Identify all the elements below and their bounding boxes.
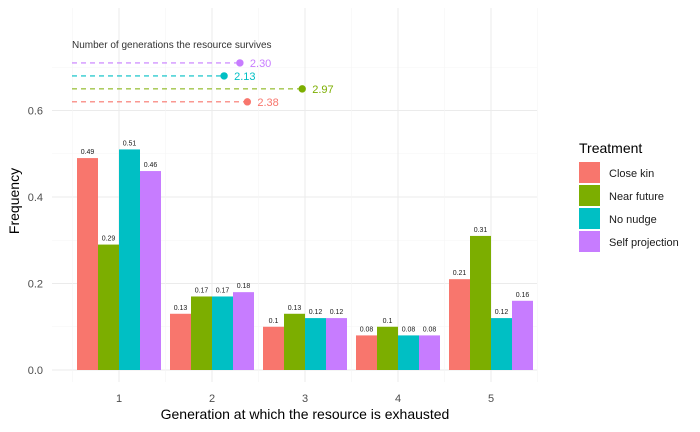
bar: [263, 326, 284, 370]
x-tick-label: 1: [116, 393, 122, 405]
annotation-value-label: 2.38: [257, 97, 278, 109]
legend-title: Treatment: [579, 140, 642, 156]
y-tick-label: 0.0: [28, 365, 43, 377]
y-axis-ticks: 0.0 0.2 0.4 0.6: [28, 106, 43, 378]
y-tick-label: 0.6: [28, 106, 43, 118]
annotation: Number of generations the resource survi…: [72, 40, 334, 109]
legend-label: Near future: [609, 191, 664, 203]
bar-value-label: 0.29: [102, 236, 116, 243]
bar-value-label: 0.18: [237, 283, 251, 290]
bar-value-label: 0.08: [423, 326, 437, 333]
bar-value-label: 0.17: [195, 287, 209, 294]
bar: [326, 318, 347, 370]
bar: [170, 313, 191, 370]
annotation-value-label: 2.13: [234, 71, 255, 83]
bar: [233, 292, 254, 370]
annotation-title: Number of generations the resource survi…: [72, 40, 272, 51]
bar-value-label: 0.08: [360, 326, 374, 333]
x-tick-label: 3: [302, 393, 308, 405]
bar-value-label: 0.1: [269, 318, 279, 325]
bar-labels: 0.49 0.13 0.1 0.08 0.21 0.29 0.17 0.13 0.1 0.31 0.…: [81, 140, 530, 333]
annotation-point: [236, 59, 244, 67]
legend-key: [579, 231, 600, 252]
bar: [377, 326, 398, 370]
annotation-point: [220, 72, 228, 80]
bar-value-label: 0.12: [495, 309, 509, 316]
bar-value-label: 0.12: [309, 309, 323, 316]
bar: [212, 296, 233, 370]
annotation-point: [298, 85, 306, 93]
x-tick-label: 5: [488, 393, 494, 405]
bar-value-label: 0.49: [81, 149, 95, 156]
x-axis-title: Generation at which the resource is exha…: [161, 406, 450, 422]
legend-label: Close kin: [609, 168, 654, 180]
bar-value-label: 0.21: [453, 270, 467, 277]
annotation-value-label: 2.97: [312, 84, 333, 96]
legend-label: Self projection: [609, 237, 679, 249]
y-tick-label: 0.2: [28, 279, 43, 291]
legend-key: [579, 185, 600, 206]
bar: [512, 300, 533, 370]
bar: [77, 158, 98, 370]
bar: [419, 335, 440, 370]
x-axis-ticks: 1 2 3 4 5: [116, 393, 494, 405]
bar-value-label: 0.12: [330, 309, 344, 316]
bar-value-label: 0.46: [144, 162, 158, 169]
bar-value-label: 0.16: [516, 292, 530, 299]
y-tick-label: 0.4: [28, 192, 43, 204]
bars: [77, 149, 533, 370]
bar: [398, 335, 419, 370]
bar: [470, 235, 491, 370]
bar-value-label: 0.1: [383, 318, 393, 325]
legend: Treatment Close kin Near future No nudge Se…: [579, 140, 679, 252]
bar: [491, 318, 512, 370]
bar-value-label: 0.13: [288, 305, 302, 312]
bar: [119, 149, 140, 370]
bar: [98, 244, 119, 370]
bar: [140, 171, 161, 370]
bar-value-label: 0.51: [123, 140, 137, 147]
x-tick-label: 2: [209, 393, 215, 405]
bar-value-label: 0.08: [402, 326, 416, 333]
annotation-value-label: 2.30: [250, 58, 271, 70]
bar-value-label: 0.13: [174, 305, 188, 312]
bar: [356, 335, 377, 370]
legend-key: [579, 208, 600, 229]
y-axis-title: Frequency: [6, 168, 22, 234]
bar: [305, 318, 326, 370]
annotation-point: [243, 98, 252, 106]
bar: [284, 313, 305, 370]
bar: [191, 296, 212, 370]
bar: [449, 279, 470, 370]
x-tick-label: 4: [395, 393, 401, 405]
bar-value-label: 0.17: [216, 287, 230, 294]
legend-key: [579, 162, 600, 183]
bar-value-label: 0.31: [474, 227, 488, 234]
legend-label: No nudge: [609, 214, 657, 226]
